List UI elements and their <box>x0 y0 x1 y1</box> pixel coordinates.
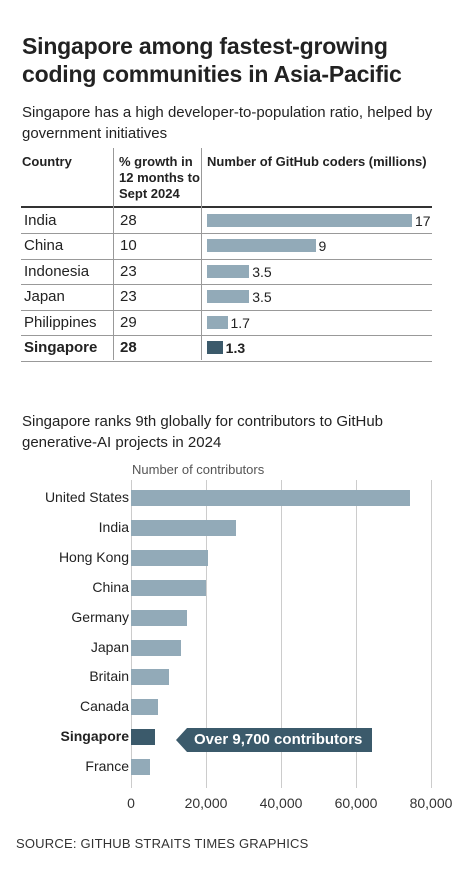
coders-bar <box>207 214 412 227</box>
contributors-bar <box>131 669 169 686</box>
coders-bar <box>207 341 223 354</box>
x-tick-label: 40,000 <box>259 795 303 811</box>
contributors-bar <box>131 609 188 626</box>
category-label: China <box>92 578 129 595</box>
column-divider <box>113 148 114 360</box>
source-note: SOURCE: GITHUB STRAITS TIMES GRAPHICS <box>16 836 309 851</box>
x-tick-label: 0 <box>127 795 135 811</box>
x-axis-title: Number of contributors <box>132 462 265 477</box>
coders-value: 17 <box>415 213 431 229</box>
column-divider <box>201 148 202 360</box>
category-label: France <box>85 758 129 775</box>
coders-value: 3.5 <box>252 263 272 280</box>
coders-bar <box>207 264 250 278</box>
coders-value: 9 <box>318 238 327 255</box>
category-label: Britain <box>89 668 129 685</box>
table-bottom-rule <box>21 361 432 363</box>
growth-cell: 23 <box>120 262 137 280</box>
x-tick-label: 20,000 <box>184 795 228 811</box>
header-country: Country <box>22 154 72 169</box>
contributors-bar <box>131 519 236 536</box>
coders-bar <box>207 315 228 329</box>
coders-bar <box>207 290 250 304</box>
growth-cell: 28 <box>120 339 137 356</box>
contributors-bar <box>131 639 181 656</box>
category-label: United States <box>44 489 129 505</box>
header-coders: Number of GitHub coders (millions) <box>207 154 427 169</box>
coders-bar <box>207 239 316 253</box>
category-label: Japan <box>90 638 129 655</box>
table-subtitle: Singapore has a high developer-to-popula… <box>22 104 433 142</box>
contributors-bar <box>131 759 150 776</box>
row-divider <box>21 258 432 260</box>
growth-cell: 29 <box>120 313 137 331</box>
growth-cell: 23 <box>120 288 137 306</box>
contributors-bar <box>131 729 156 746</box>
gridline <box>356 480 357 788</box>
row-divider <box>21 233 432 235</box>
header-rule <box>21 206 432 208</box>
country-cell: India <box>24 212 57 229</box>
header-growth: % growth in 12 months to Sept 2024 <box>119 154 200 201</box>
gridline <box>206 480 207 788</box>
country-cell: China <box>24 237 64 255</box>
page-title: Singapore among fastest-growing coding c… <box>22 33 402 87</box>
growth-cell: 28 <box>120 212 137 229</box>
category-label: Canada <box>79 698 129 715</box>
row-divider <box>21 335 432 336</box>
contributors-bar <box>131 579 206 596</box>
country-cell: Singapore <box>24 339 98 356</box>
growth-cell: 10 <box>120 237 137 255</box>
contributors-bar <box>131 549 208 566</box>
category-label: Hong Kong <box>58 548 129 565</box>
category-label: Germany <box>71 608 129 625</box>
country-cell: Indonesia <box>24 262 90 280</box>
category-label: India <box>98 518 129 535</box>
callout-pointer <box>176 728 187 752</box>
coders-value: 3.5 <box>252 289 272 306</box>
gridline <box>131 480 132 788</box>
contributors-bar <box>131 699 158 716</box>
country-cell: Philippines <box>24 313 97 331</box>
category-label: Singapore <box>60 728 129 745</box>
coders-value: 1.7 <box>230 314 250 331</box>
coders-value: 1.3 <box>225 340 246 356</box>
row-divider <box>21 309 432 311</box>
row-divider <box>21 284 432 286</box>
gridline <box>281 480 282 788</box>
chart-subtitle: Singapore ranks 9th globally for contrib… <box>22 413 384 451</box>
gridline <box>431 480 432 788</box>
singapore-callout: Over 9,700 contributors <box>187 728 372 752</box>
contributors-bar <box>131 490 411 506</box>
country-cell: Japan <box>24 288 65 306</box>
x-tick-label: 80,000 <box>409 795 453 811</box>
x-tick-label: 60,000 <box>334 795 378 811</box>
